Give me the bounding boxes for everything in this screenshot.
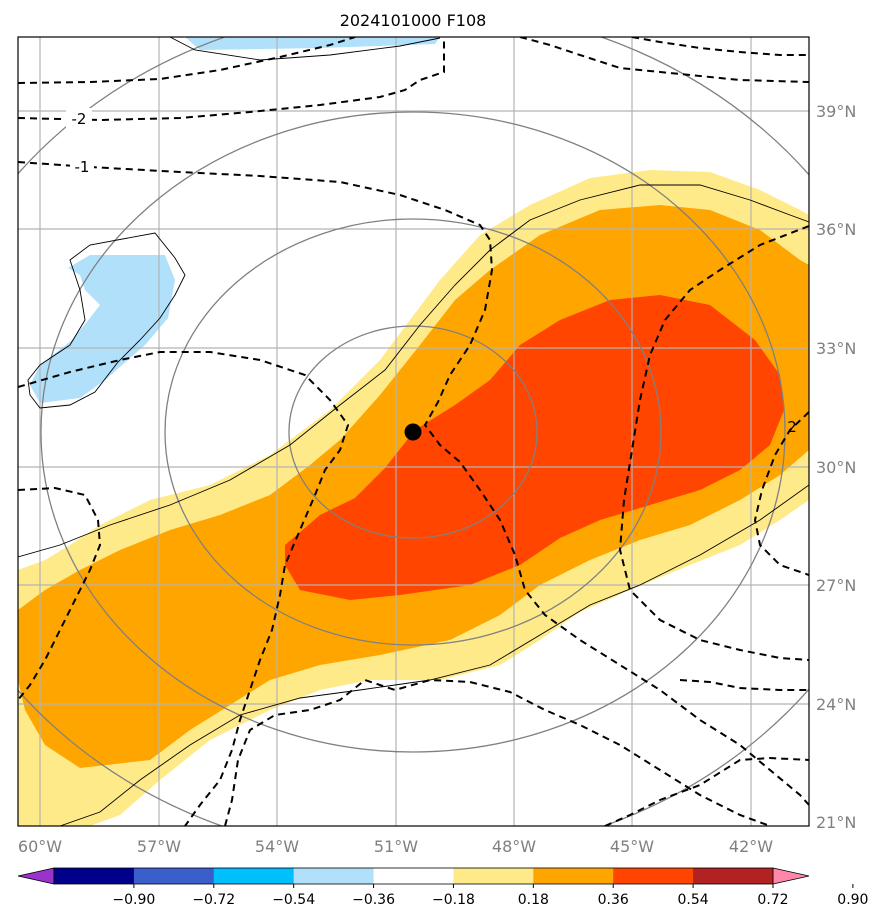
range-rings	[18, 37, 809, 826]
colorbar-tick-label: 0.72	[757, 892, 788, 908]
map-title: 2024101000 F108	[340, 11, 487, 30]
lat-label: 30°N	[816, 458, 856, 477]
lon-label: 48°W	[492, 837, 536, 856]
lon-label: 42°W	[729, 837, 773, 856]
colorbar: −0.90 −0.72 −0.54 −0.36 −0.18 0.18 0.36 0.54 0.7…	[17, 867, 868, 908]
colorbar-tick-label: 0.18	[518, 892, 549, 908]
colorbar-box	[133, 868, 215, 884]
lat-label: 33°N	[816, 339, 856, 358]
colorbar-box	[213, 868, 295, 884]
lat-label: 27°N	[816, 576, 856, 595]
colorbar-tick-label: −0.18	[432, 892, 475, 908]
shading-lightblue-top	[185, 37, 440, 50]
colorbar-box	[54, 868, 135, 884]
colorbar-tick-label: −0.72	[192, 892, 235, 908]
lon-axis-labels: 60°W 57°W 54°W 51°W 48°W 45°W 42°W	[18, 837, 773, 856]
colorbar-tick-label: −0.90	[112, 892, 155, 908]
lon-label: 57°W	[137, 837, 181, 856]
contour-label-neg1: -1	[75, 158, 90, 176]
lon-label: 45°W	[610, 837, 654, 856]
lat-label: 39°N	[816, 102, 856, 121]
colorbar-box	[293, 868, 375, 884]
lon-label: 54°W	[255, 837, 299, 856]
storm-center-marker	[404, 423, 422, 441]
shading-redorange	[285, 295, 784, 600]
colorbar-tick-label: 0.54	[678, 892, 709, 908]
dashed-contours	[18, 37, 809, 826]
lon-label: 51°W	[374, 837, 418, 856]
thin-contours	[18, 37, 809, 826]
lat-label: 36°N	[816, 220, 856, 239]
map-frame	[17, 36, 810, 827]
colorbar-tick-label: −0.36	[352, 892, 395, 908]
colorbar-box	[613, 868, 694, 884]
lat-label: 24°N	[816, 695, 856, 714]
colorbar-box	[693, 868, 774, 884]
colorbar-tick-label: 0.90	[837, 892, 868, 908]
colorbar-box	[533, 868, 614, 884]
contour-label-2: 2	[787, 418, 797, 436]
colorbar-frame	[53, 867, 774, 885]
contour-label-neg2: -2	[72, 110, 87, 128]
colorbar-box	[373, 868, 454, 884]
gridlines	[18, 37, 809, 826]
lat-axis-labels: 39°N 36°N 33°N 30°N 27°N 24°N 21°N	[816, 102, 856, 832]
colorbar-tick-label: 0.36	[598, 892, 629, 908]
shading-lightblue-west	[30, 255, 175, 403]
colorbar-extend-high	[772, 867, 810, 885]
colorbar-extend-low	[17, 867, 55, 885]
lon-label: 60°W	[18, 837, 62, 856]
colorbar-box	[453, 868, 534, 884]
map-plot-area: -2 -1 2	[18, 37, 809, 826]
lat-label: 21°N	[816, 813, 856, 832]
colorbar-tick-label: −0.54	[272, 892, 315, 908]
